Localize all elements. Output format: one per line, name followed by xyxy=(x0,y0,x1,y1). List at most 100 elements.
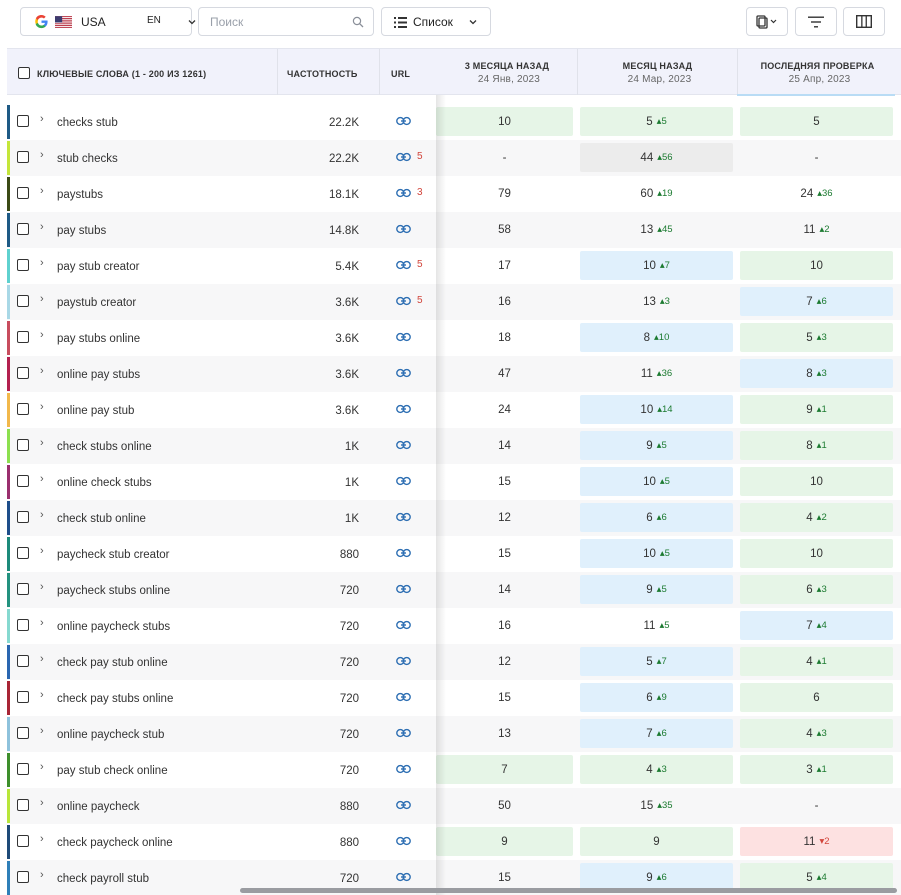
row-checkbox[interactable] xyxy=(17,619,29,631)
table-row[interactable]: › online paycheck 880 50 15 ▴35 - xyxy=(7,788,901,824)
keyword-text[interactable]: check payroll stub xyxy=(57,873,150,885)
search-field[interactable]: Поиск xyxy=(198,7,374,36)
url-link-button[interactable] xyxy=(396,439,432,453)
position-cell[interactable]: 10 ▴5 xyxy=(580,467,733,496)
expand-chevron-icon[interactable]: › xyxy=(40,581,44,593)
row-checkbox[interactable] xyxy=(17,475,29,487)
expand-chevron-icon[interactable]: › xyxy=(40,473,44,485)
horizontal-scrollbar[interactable] xyxy=(240,888,897,893)
position-cell[interactable]: 11 ▾2 xyxy=(740,827,893,856)
keyword-text[interactable]: pay stubs online xyxy=(57,333,141,345)
position-cell[interactable]: 11 ▴2 xyxy=(740,215,893,244)
position-cell[interactable]: 4 ▴3 xyxy=(740,719,893,748)
url-link-button[interactable]: 5 xyxy=(396,259,432,273)
url-link-button[interactable] xyxy=(396,223,432,237)
expand-chevron-icon[interactable]: › xyxy=(40,257,44,269)
table-row[interactable]: › online paycheck stubs 720 16 11 ▴5 7 ▴4 xyxy=(7,608,901,644)
row-checkbox[interactable] xyxy=(17,511,29,523)
table-row[interactable]: › online check stubs 1K 15 10 ▴5 10 xyxy=(7,464,901,500)
url-link-button[interactable]: 3 xyxy=(396,187,432,201)
url-link-button[interactable] xyxy=(396,619,432,633)
position-cell[interactable]: 15 ▴35 xyxy=(580,791,733,820)
expand-chevron-icon[interactable]: › xyxy=(40,329,44,341)
table-row[interactable]: › check paycheck online 880 9 9 11 ▾2 xyxy=(7,824,901,860)
keyword-text[interactable]: check paycheck online xyxy=(57,837,173,849)
position-cell[interactable]: 14 xyxy=(436,575,573,604)
expand-chevron-icon[interactable]: › xyxy=(40,653,44,665)
position-cell[interactable]: 10 ▴14 xyxy=(580,395,733,424)
expand-chevron-icon[interactable]: › xyxy=(40,869,44,881)
row-checkbox[interactable] xyxy=(17,331,29,343)
position-cell[interactable]: - xyxy=(436,143,573,172)
position-cell[interactable]: 15 xyxy=(436,863,573,892)
position-cell[interactable]: 24 ▴36 xyxy=(740,179,893,208)
position-cell[interactable]: 9 xyxy=(580,827,733,856)
keyword-text[interactable]: check pay stub online xyxy=(57,657,168,669)
select-all-checkbox[interactable] xyxy=(18,67,30,79)
position-cell[interactable]: 5 xyxy=(740,107,893,136)
position-cell[interactable]: 13 ▴3 xyxy=(580,287,733,316)
row-checkbox[interactable] xyxy=(17,547,29,559)
expand-chevron-icon[interactable]: › xyxy=(40,113,44,125)
position-cell[interactable]: 15 xyxy=(436,467,573,496)
url-link-button[interactable] xyxy=(396,511,432,525)
keyword-text[interactable]: check pay stubs online xyxy=(57,693,174,705)
row-checkbox[interactable] xyxy=(17,583,29,595)
expand-chevron-icon[interactable]: › xyxy=(40,401,44,413)
position-cell[interactable]: 58 xyxy=(436,215,573,244)
position-cell[interactable]: 16 xyxy=(436,287,573,316)
position-cell[interactable]: 10 xyxy=(436,107,573,136)
url-link-button[interactable] xyxy=(396,367,432,381)
position-cell[interactable]: 13 xyxy=(436,719,573,748)
row-checkbox[interactable] xyxy=(17,655,29,667)
url-link-button[interactable] xyxy=(396,403,432,417)
keyword-text[interactable]: paystub creator xyxy=(57,297,137,309)
position-cell[interactable]: 13 ▴45 xyxy=(580,215,733,244)
url-link-button[interactable] xyxy=(396,331,432,345)
row-checkbox[interactable] xyxy=(17,295,29,307)
expand-chevron-icon[interactable]: › xyxy=(40,185,44,197)
position-cell[interactable]: - xyxy=(740,791,893,820)
row-checkbox[interactable] xyxy=(17,223,29,235)
position-cell[interactable]: 8 ▴10 xyxy=(580,323,733,352)
position-cell[interactable]: 8 ▴3 xyxy=(740,359,893,388)
position-cell[interactable]: 10 xyxy=(740,251,893,280)
position-cell[interactable]: 6 ▴6 xyxy=(580,503,733,532)
row-checkbox[interactable] xyxy=(17,187,29,199)
position-cell[interactable]: 7 ▴6 xyxy=(580,719,733,748)
expand-chevron-icon[interactable]: › xyxy=(40,725,44,737)
view-mode-dropdown[interactable]: Список xyxy=(381,7,491,36)
row-checkbox[interactable] xyxy=(17,439,29,451)
position-cell[interactable]: 10 xyxy=(740,467,893,496)
keyword-text[interactable]: paycheck stubs online xyxy=(57,585,171,597)
position-cell[interactable]: 47 xyxy=(436,359,573,388)
expand-chevron-icon[interactable]: › xyxy=(40,617,44,629)
keyword-text[interactable]: check stubs online xyxy=(57,441,152,453)
frequency-column-header[interactable]: ЧАСТОТНОСТЬ xyxy=(278,49,380,95)
table-row[interactable]: › pay stubs online 3.6K 18 8 ▴10 5 ▴3 xyxy=(7,320,901,356)
position-cell[interactable]: 5 ▴5 xyxy=(580,107,733,136)
position-cell[interactable]: 10 xyxy=(740,539,893,568)
url-link-button[interactable]: 5 xyxy=(396,295,432,309)
keyword-text[interactable]: online pay stub xyxy=(57,405,135,417)
position-cell[interactable]: 7 xyxy=(436,755,573,784)
position-cell[interactable]: 44 ▴56 xyxy=(580,143,733,172)
expand-chevron-icon[interactable]: › xyxy=(40,365,44,377)
url-link-button[interactable] xyxy=(396,583,432,597)
expand-chevron-icon[interactable]: › xyxy=(40,761,44,773)
expand-chevron-icon[interactable]: › xyxy=(40,833,44,845)
keyword-text[interactable]: online paycheck stubs xyxy=(57,621,171,633)
columns-button[interactable] xyxy=(843,7,885,36)
position-cell[interactable]: 79 xyxy=(436,179,573,208)
keyword-text[interactable]: online check stubs xyxy=(57,477,152,489)
position-cell[interactable]: 16 xyxy=(436,611,573,640)
position-cell[interactable]: 12 xyxy=(436,503,573,532)
table-row[interactable]: › online pay stubs 3.6K 47 11 ▴36 8 ▴3 xyxy=(7,356,901,392)
expand-chevron-icon[interactable]: › xyxy=(40,545,44,557)
position-cell[interactable]: 4 ▴2 xyxy=(740,503,893,532)
position-cell[interactable]: 9 ▴1 xyxy=(740,395,893,424)
period-column-header[interactable]: 3 МЕСЯЦА НАЗАД 24 Янв, 2023 xyxy=(437,49,577,95)
table-row[interactable]: › pay stub creator 5.4K 5 17 10 ▴7 10 xyxy=(7,248,901,284)
position-cell[interactable]: 6 xyxy=(740,683,893,712)
expand-chevron-icon[interactable]: › xyxy=(40,437,44,449)
